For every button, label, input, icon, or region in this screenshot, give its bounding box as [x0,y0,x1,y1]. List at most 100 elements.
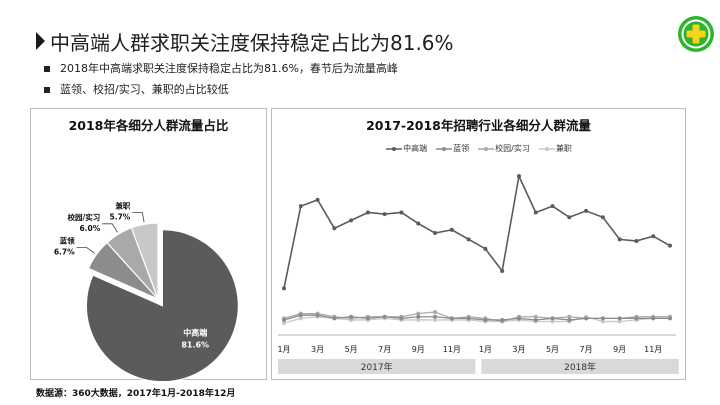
data-point-zhonggaoduan [668,243,672,248]
x-tick-label: 9月 [412,345,425,354]
legend-item: 校园/实习 [477,143,530,154]
data-point-zhonggaoduan [399,210,404,215]
x-tick-label: 7月 [580,345,593,354]
data-point-lanling [298,313,303,318]
pie-chart-title: 2018年各细分人群流量占比 [68,118,229,133]
data-point-zhonggaoduan [332,226,337,231]
bullet-text: 蓝领、校招/实习、兼职的占比较低 [60,83,229,96]
data-point-zhonggaoduan [298,204,303,209]
data-point-lanling [516,316,521,321]
data-point-zhonggaoduan [416,221,421,226]
x-tick-label: 1月 [277,345,290,354]
series-line-lanling [283,314,670,321]
data-point-lanling [483,317,488,322]
data-point-zhonggaoduan [483,246,488,251]
data-point-lanling [617,316,622,321]
data-point-lanling [416,314,421,319]
data-point-lanling [533,317,538,322]
pie-value-jianzhi: 5.7% [110,212,131,221]
pie-leader-line [102,223,118,233]
pie-category-jianzhi: 兼职 [114,200,130,210]
data-point-lanling [600,316,605,321]
data-point-lanling [567,317,572,322]
data-point-zhonggaoduan [651,234,656,239]
data-point-zhonggaoduan [382,212,387,217]
data-point-zhonggaoduan [349,218,354,223]
pie-value-xiaoyuan: 6.0% [79,224,100,233]
data-point-zhonggaoduan [365,210,370,215]
legend-label: 校园/实习 [495,144,530,153]
legend-item: 蓝领 [435,143,469,154]
legend-swatch [436,146,453,151]
data-point-xiaoyuan [533,314,538,319]
legend-swatch [538,146,555,151]
year-group-label: 2017年 [361,361,393,373]
data-point-zhonggaoduan [516,174,521,179]
x-tick-label: 11月 [443,345,461,354]
data-point-lanling [584,316,589,321]
line-chart-panel: 2017-2018年招聘行业各细分人群流量 1月 3月 5月 7月 9月 11月 1月 3月 5… [271,108,686,380]
data-point-lanling [634,316,639,321]
pie-slice-zhonggaoduan [85,229,239,381]
data-point-zhonggaoduan [449,227,454,232]
data-point-lanling [651,316,656,321]
x-tick-label: 5月 [345,345,358,354]
x-tick-label: 9月 [613,345,626,354]
plus-icon [678,16,714,52]
bullet-list: 2018年中高端求职关注度保持稳定占比为81.6%，春节后为流量高峰 蓝领、校招… [42,60,398,102]
series-line-jianzhi [283,316,670,324]
data-point-jianzhi [433,317,438,322]
data-point-jianzhi [617,319,622,324]
legend-swatch [386,146,403,151]
legend-item: 兼职 [538,143,572,154]
pie-slice-jianzhi [130,222,159,300]
bullet-square [44,66,50,72]
data-point-zhonggaoduan [550,204,555,209]
pie-chart: 中高端 81.6% 蓝领 6.7% 校园/实习 6.0% 兼职 5.7% [54,200,239,381]
pie-chart-panel: 2018年各细分人群流量占比 中高端 81.6% 蓝领 6.7% 校园/实习 6.0% 兼职… [30,108,267,381]
pie-leader-line [76,247,95,254]
year-group-label: 2018年 [564,361,596,373]
data-point-lanling [466,316,471,321]
data-point-lanling [449,316,454,321]
pie-value-zhonggaoduan: 81.6% [181,341,209,350]
data-point-zhonggaoduan [533,210,538,215]
x-tick-label: 3月 [512,345,525,354]
x-tick-label: 1月 [479,345,492,354]
data-point-zhonggaoduan [567,215,572,220]
data-point-lanling [668,316,672,321]
x-tick-label: 3月 [311,345,324,354]
bullet-item: 蓝领、校招/实习、兼职的占比较低 [42,81,398,102]
data-point-jianzhi [416,317,421,322]
data-point-zhonggaoduan [315,197,320,202]
bullet-text: 2018年中高端求职关注度保持稳定占比为81.6%，春节后为流量高峰 [60,62,398,75]
data-point-jianzhi [298,316,303,321]
data-point-jianzhi [600,319,605,324]
bullet-square [44,87,50,93]
page-title: 中高端人群求职关注度保持稳定占比为81.6% [50,31,454,55]
year-group-bar [278,359,476,374]
data-point-jianzhi [282,321,286,326]
data-point-lanling [315,313,320,318]
legend-label: 兼职 [555,144,572,153]
data-point-lanling [282,317,286,322]
chart-legend: 中高端 蓝领 校园/实习 兼职 [272,143,685,154]
x-tick-label: 11月 [644,345,662,354]
data-point-zhonggaoduan [433,231,438,236]
series-line-zhonggaoduan [283,173,671,289]
data-point-lanling [399,316,404,321]
data-point-lanling [550,316,555,321]
data-point-xiaoyuan [416,311,421,316]
data-point-zhonggaoduan [500,268,505,273]
data-point-lanling [365,316,370,321]
year-group-bar [481,359,679,374]
data-point-lanling [382,314,387,319]
data-point-lanling [433,314,438,319]
data-point-zhonggaoduan [282,286,286,291]
data-point-lanling [500,317,505,322]
pie-category-xiaoyuan: 校园/实习 [68,212,101,222]
pie-category-lanling: 蓝领 [60,235,75,245]
data-point-zhonggaoduan [634,238,639,243]
line-chart-title: 2017-2018年招聘行业各细分人群流量 [366,118,591,133]
data-point-xiaoyuan [567,314,572,319]
